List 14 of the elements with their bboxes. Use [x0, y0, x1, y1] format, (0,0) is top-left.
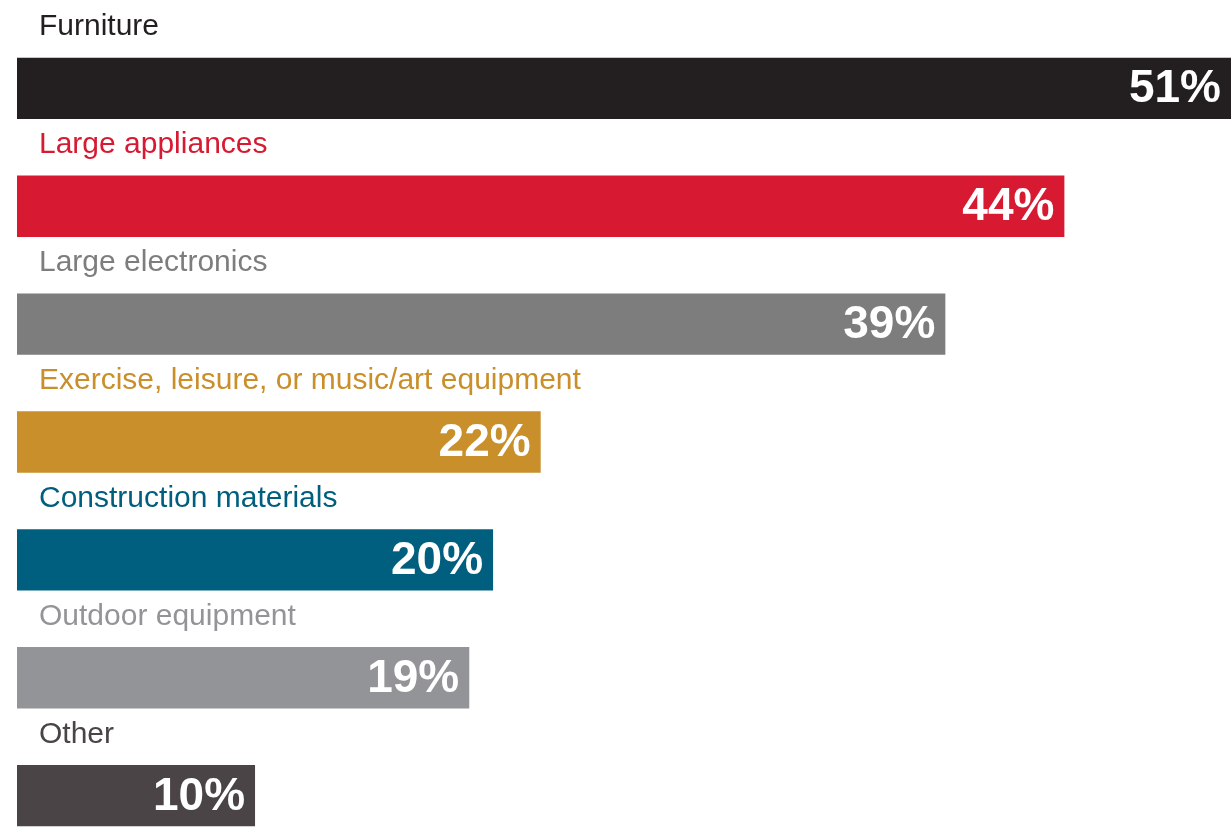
- y-tick-label: Large appliances: [39, 126, 268, 160]
- y-tick-label: Large electronics: [39, 244, 268, 278]
- data-label: 10%: [152, 767, 246, 820]
- y-tick-label: Outdoor equipment: [39, 597, 297, 631]
- y-tick-label: Other: [39, 715, 115, 749]
- data-label: 20%: [391, 531, 484, 584]
- data-label: 44%: [962, 178, 1055, 231]
- data-label: 51%: [1128, 60, 1221, 113]
- data-label: 22%: [438, 414, 531, 466]
- data-label: 19%: [367, 649, 460, 702]
- data-label: 39%: [843, 296, 936, 349]
- y-tick-label: Furniture: [39, 8, 160, 42]
- y-tick-label: Construction materials: [39, 479, 338, 513]
- y-tick-label: Exercise, leisure, or music/art equipment: [39, 362, 582, 395]
